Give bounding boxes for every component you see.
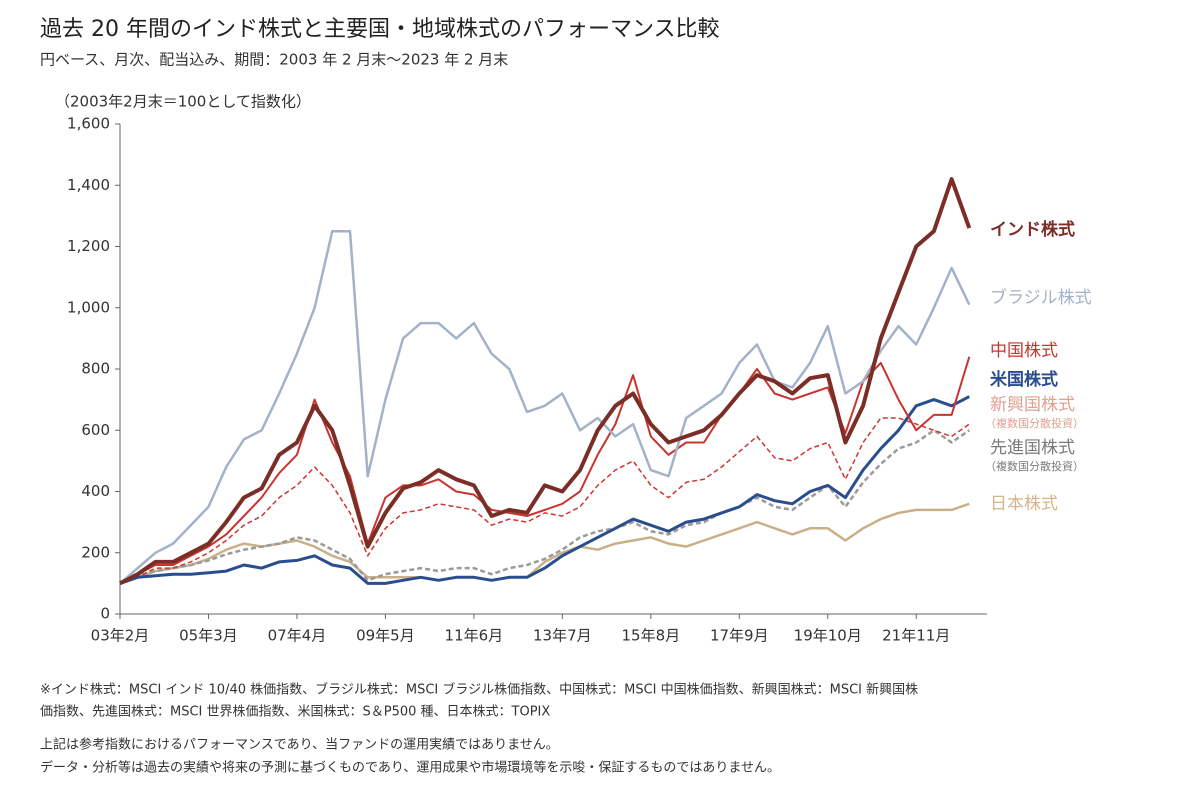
y-tick-label: 200: [81, 543, 110, 561]
x-tick-label: 03年2月: [91, 627, 150, 645]
footnote: ※インド株式：MSCI インド 10/40 株価指数、ブラジル株式：MSCI ブ…: [40, 682, 918, 698]
x-tick-label: 05年3月: [179, 627, 238, 645]
series-line: [119, 502, 970, 585]
x-tick-label: 19年10月: [794, 627, 862, 645]
chart-title: 過去 20 年間のインド株式と主要国・地域株式のパフォーマンス比較: [40, 17, 720, 42]
y-tick-label: 1,400: [67, 176, 110, 194]
footnote: 価指数、先進国株式：MSCI 世界株価指数、米国株式：S＆P500 種、日本株式…: [40, 704, 550, 720]
x-tick-label: 17年9月: [710, 627, 769, 645]
series-line: [119, 229, 971, 585]
y-tick-label: 400: [81, 482, 110, 500]
y-tick-label: 1,000: [67, 298, 110, 316]
series-line: [119, 177, 972, 586]
series-label: ブラジル株式: [990, 287, 1092, 308]
series-label: 新興国株式: [990, 395, 1075, 415]
series-line: [119, 356, 971, 585]
y-tick-label: 0: [100, 605, 110, 623]
series-line: [119, 417, 970, 585]
series-label: 中国株式: [990, 341, 1058, 361]
x-tick-label: 15年8月: [621, 627, 680, 645]
footnote: データ・分析等は過去の実績や将来の予測に基づくものであり、運用成果や市場環境等を…: [40, 760, 780, 776]
y-tick-label: 1,600: [67, 115, 110, 133]
y-tick-label: 800: [81, 360, 110, 378]
footnote: 上記は参考指数におけるパフォーマンスであり、当ファンドの運用実績ではありません。: [40, 737, 559, 753]
series-label: インド株式: [990, 219, 1075, 240]
series-label: 日本株式: [990, 494, 1058, 514]
y-tick-label: 1,200: [67, 237, 110, 255]
x-tick-label: 11年6月: [445, 627, 504, 645]
series-line: [119, 429, 971, 585]
series-sublabel: （複数国分散投資）: [985, 416, 1084, 430]
chart-subtitle: 円ベース、月次、配当込み、期間：2003 年 2 月末～2023 年 2 月末: [40, 51, 508, 69]
x-tick-label: 07年4月: [268, 627, 327, 645]
series-label: 先進国株式: [990, 438, 1075, 458]
y-tick-label: 600: [81, 421, 110, 439]
series-sublabel: （複数国分散投資）: [985, 459, 1084, 473]
y-axis-note: （2003年2月末＝100として指数化）: [55, 93, 311, 111]
series-label: 米国株式: [990, 369, 1058, 390]
series-line: [119, 395, 970, 585]
x-tick-label: 21年11月: [882, 627, 950, 645]
x-tick-label: 13年7月: [533, 627, 592, 645]
x-tick-label: 09年5月: [356, 627, 415, 645]
